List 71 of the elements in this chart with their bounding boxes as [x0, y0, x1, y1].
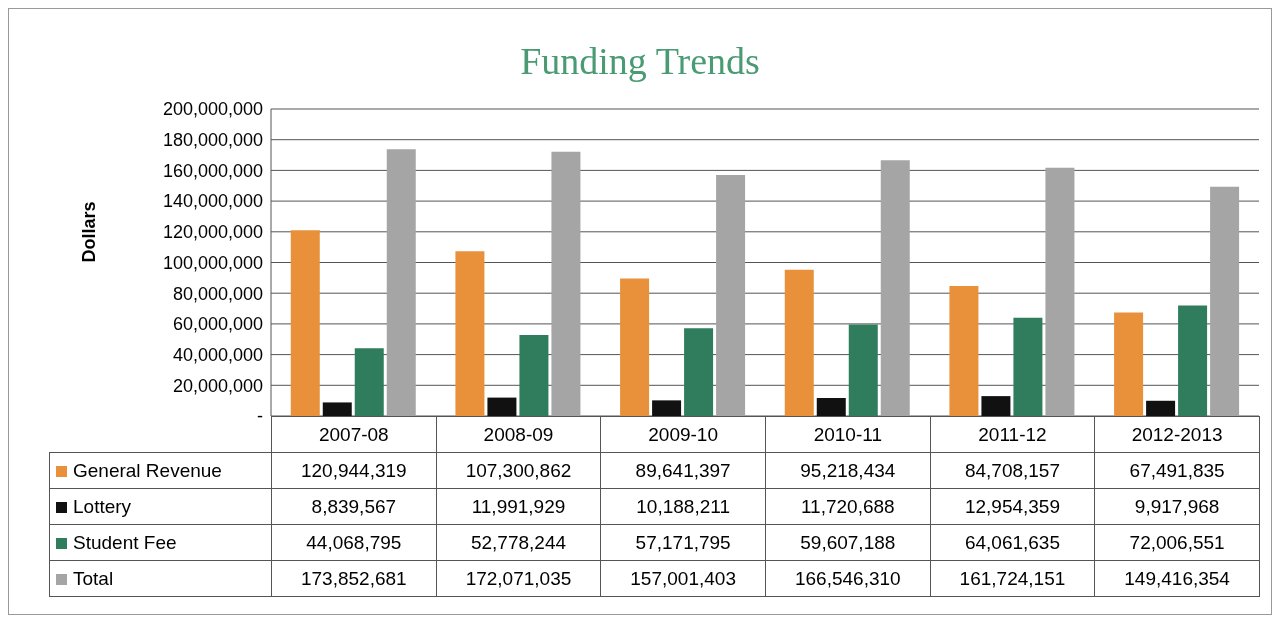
y-axis-title: Dollars [79, 201, 100, 263]
data-label: 52,778,244 [436, 524, 601, 561]
bar [1146, 400, 1176, 416]
data-label: 9,917,968 [1094, 488, 1260, 525]
data-label: 84,708,157 [930, 452, 1095, 489]
bar [652, 400, 682, 416]
bar [949, 285, 979, 416]
x-tick-label: 2010-11 [765, 416, 931, 453]
bar [620, 278, 650, 416]
legend-label: Lottery [49, 488, 272, 525]
y-tick-label: 200,000,000 [162, 99, 263, 120]
data-label: 44,068,795 [271, 524, 437, 561]
bar [1210, 186, 1240, 416]
y-tick-label: 160,000,000 [162, 160, 263, 181]
x-tick-label: 2008-09 [436, 416, 601, 453]
data-label: 157,001,403 [600, 560, 766, 597]
data-label: 59,607,188 [765, 524, 931, 561]
bar [551, 151, 581, 416]
y-tick-label: 60,000,000 [172, 314, 263, 335]
data-label: 173,852,681 [271, 560, 437, 597]
bar [1013, 317, 1043, 416]
data-label: 107,300,862 [436, 452, 601, 489]
y-tick-label: 120,000,000 [162, 222, 263, 243]
bar [354, 348, 384, 416]
bar [290, 230, 320, 416]
bar [981, 396, 1011, 416]
y-tick-label: 40,000,000 [172, 344, 263, 365]
bar [1045, 167, 1075, 416]
y-tick-label: 180,000,000 [162, 130, 263, 151]
bar [684, 328, 714, 416]
x-tick-label: 2011-12 [930, 416, 1095, 453]
data-label: 172,071,035 [436, 560, 601, 597]
bar [386, 149, 416, 416]
data-label: 64,061,635 [930, 524, 1095, 561]
data-label: 120,944,319 [271, 452, 437, 489]
data-label: 57,171,795 [600, 524, 766, 561]
data-label: 67,491,835 [1094, 452, 1260, 489]
data-label: 72,006,551 [1094, 524, 1260, 561]
data-label: 95,218,434 [765, 452, 931, 489]
x-tick-label: 2009-10 [600, 416, 766, 453]
bar [455, 251, 485, 416]
data-label: 161,724,151 [930, 560, 1095, 597]
legend-label: Student Fee [49, 524, 272, 561]
bar [880, 160, 910, 416]
bar [487, 397, 517, 416]
x-tick-label: 2012-2013 [1094, 416, 1260, 453]
chart-title: Funding Trends [519, 39, 761, 83]
y-tick-label: 20,000,000 [172, 375, 263, 396]
legend-label: Total [49, 560, 272, 597]
bar [848, 324, 878, 416]
y-tick-label: 140,000,000 [162, 191, 263, 212]
data-label: 11,720,688 [765, 488, 931, 525]
y-tick-label: 80,000,000 [172, 283, 263, 304]
data-label: 166,546,310 [765, 560, 931, 597]
data-label: 12,954,359 [930, 488, 1095, 525]
bar [1178, 305, 1208, 416]
y-tick-label: - [257, 406, 263, 427]
data-label: 89,641,397 [600, 452, 766, 489]
bar [1114, 312, 1144, 416]
data-label: 11,991,929 [436, 488, 601, 525]
bar [784, 269, 814, 416]
bar [519, 334, 549, 416]
x-tick-label: 2007-08 [271, 416, 437, 453]
data-label: 10,188,211 [600, 488, 766, 525]
data-label: 8,839,567 [271, 488, 437, 525]
bar [816, 398, 846, 416]
legend-label: General Revenue [49, 452, 272, 489]
y-tick-label: 100,000,000 [162, 252, 263, 273]
bar [322, 402, 352, 416]
bar [716, 175, 746, 416]
data-label: 149,416,354 [1094, 560, 1260, 597]
